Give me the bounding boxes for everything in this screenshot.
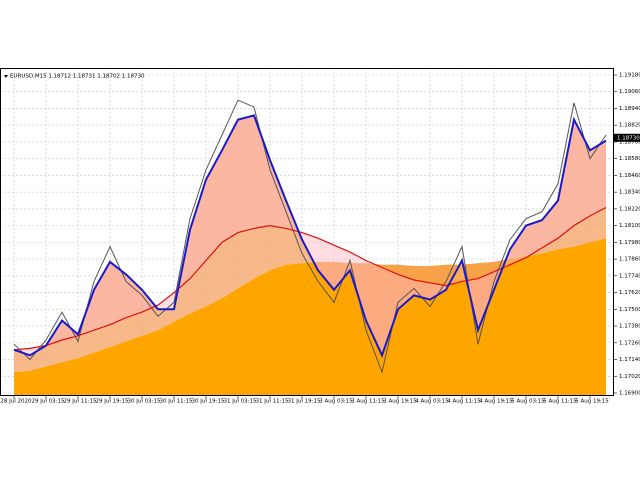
x-tick-label: 31 Jul 11:15 (256, 399, 289, 405)
fast-ma (13, 114, 607, 358)
y-tick-label: 1.18580 (619, 156, 640, 162)
y-tick-label: 1.17020 (619, 374, 640, 380)
x-tick-label: 5 Aug 19:15 (575, 399, 609, 405)
x-tick-label: 4 Aug 03:15 (415, 399, 449, 405)
y-tick-label: 1.17620 (619, 290, 640, 296)
x-tick-label: 28 Jul 2020 (0, 399, 32, 405)
x-tick-label: 29 Jul 11:15 (64, 399, 97, 405)
y-tick-label: 1.16900 (619, 391, 640, 397)
x-tick-label: 30 Jul 19:15 (192, 399, 225, 405)
x-tick-label: 4 Aug 11:15 (447, 399, 481, 405)
y-tick-label: 1.17500 (619, 307, 640, 313)
y-tick-label: 1.19060 (619, 89, 640, 95)
x-tick-label: 4 Aug 19:15 (479, 399, 513, 405)
y-tick-label: 1.18700 (619, 139, 640, 145)
y-tick-label: 1.17860 (619, 257, 640, 263)
y-tick-label: 1.18220 (619, 206, 640, 212)
price-line (13, 99, 607, 374)
x-tick-label: 3 Aug 19:15 (383, 399, 417, 405)
orange-area (14, 238, 606, 396)
y-tick-label: 1.17980 (619, 240, 640, 246)
x-tick-label: 30 Jul 11:15 (160, 399, 193, 405)
y-tick-label: 1.18100 (619, 223, 640, 229)
x-tick-label: 31 Jul 03:15 (224, 399, 257, 405)
x-tick-label: 5 Aug 03:15 (511, 399, 545, 405)
y-tick-label: 1.19180 (619, 73, 640, 79)
x-tick-label: 5 Aug 11:15 (543, 399, 577, 405)
y-tick-label: 1.18940 (619, 106, 640, 112)
slow-ma (13, 206, 607, 351)
y-tick-label: 1.17740 (619, 273, 640, 279)
y-tick-label: 1.17380 (619, 324, 640, 330)
y-tick-label: 1.18820 (619, 123, 640, 129)
plot-border (0, 68, 614, 396)
chart-title: EURUSD,M15 1.18712 1.18731 1.18702 1.187… (10, 74, 145, 80)
y-tick-label: 1.18340 (619, 190, 640, 196)
x-tick-label: 3 Aug 03:15 (319, 399, 353, 405)
current-price-label: 1.18730 (617, 135, 640, 141)
y-tick-label: 1.17140 (619, 357, 640, 363)
ma-band (14, 115, 606, 373)
y-tick-label: 1.17260 (619, 340, 640, 346)
x-tick-label: 29 Jul 03:15 (32, 399, 65, 405)
x-tick-label: 31 Jul 19:15 (288, 399, 321, 405)
x-tick-label: 30 Jul 03:15 (128, 399, 161, 405)
x-tick-label: 3 Aug 11:15 (351, 399, 385, 405)
current-price-box (614, 133, 640, 142)
symbol-marker (4, 75, 8, 78)
x-tick-label: 29 Jul 19:15 (96, 399, 129, 405)
y-tick-label: 1.18460 (619, 173, 640, 179)
